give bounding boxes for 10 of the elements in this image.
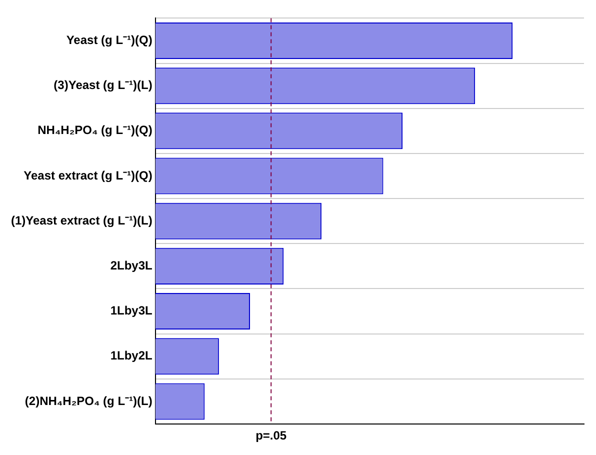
y-tick-label: 1Lby2L — [110, 348, 152, 363]
y-tick-label: NH₄H₂PO₄ (g L⁻¹)(Q) — [38, 123, 152, 138]
ref-line-label: p=.05 — [256, 428, 287, 442]
y-tick-label: (2)NH₄H₂PO₄ (g L⁻¹)(L) — [24, 394, 152, 408]
y-tick-label: Yeast extract (g L⁻¹)(Q) — [24, 168, 152, 182]
y-tick-label: (1)Yeast extract (g L⁻¹)(L) — [10, 213, 152, 228]
y-tick-label: (3)Yeast (g L⁻¹)(L) — [54, 78, 152, 92]
y-tick-label: 1Lby3L — [110, 304, 152, 318]
y-tick-label: 2Lby3L — [110, 258, 152, 272]
y-tick-label: Yeast (g L⁻¹)(Q) — [66, 33, 152, 48]
